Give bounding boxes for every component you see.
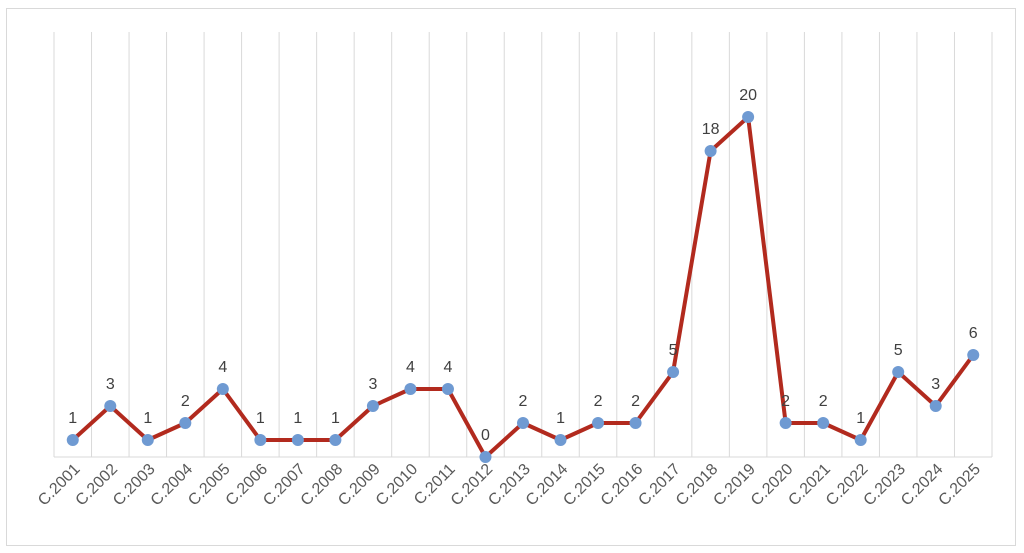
data-label: 3 [931,376,940,393]
data-point [592,417,605,429]
data-point [104,400,117,412]
data-point [479,451,492,463]
x-tick-label: C.2025 [936,461,985,510]
data-point [854,434,867,446]
data-point [629,417,642,429]
data-point [554,434,567,446]
data-label: 3 [106,376,115,393]
data-label: 5 [894,342,903,359]
data-point [517,417,529,429]
data-point [929,400,942,412]
data-label: 1 [556,410,565,427]
data-point [404,383,417,395]
data-label: 1 [856,410,865,427]
data-label: 2 [819,393,828,410]
chart-frame [6,8,1016,546]
data-point [216,383,229,395]
data-label: 1 [293,410,302,427]
x-tick-labels: C.2001C.2002C.2003C.2004C.2005C.2006C.20… [35,461,984,510]
data-label: 0 [481,427,490,444]
data-point [291,434,304,446]
data-label: 2 [181,393,190,410]
data-point [742,111,755,123]
data-label: 1 [143,410,152,427]
data-point [179,417,192,429]
data-label: 20 [739,87,757,104]
data-point [817,417,830,429]
data-point [141,434,154,446]
data-point [441,383,454,395]
data-label: 1 [256,410,265,427]
data-label: 4 [444,359,453,376]
data-point [892,366,905,378]
data-label: 2 [594,393,603,410]
data-label: 4 [406,359,415,376]
data-label: 3 [368,376,377,393]
data-label: 5 [669,342,678,359]
series-markers [66,111,980,463]
data-point [254,434,267,446]
data-label: 6 [969,325,978,342]
x-tick-label: C.2010 [373,461,422,510]
data-label: 2 [781,393,790,410]
data-label: 1 [68,410,77,427]
data-point [66,434,79,446]
data-label: 2 [519,393,528,410]
data-label: 1 [331,410,340,427]
vertical-gridlines [53,32,993,457]
data-point [704,145,717,157]
data-label: 2 [631,393,640,410]
data-label: 4 [218,359,227,376]
data-point [667,366,680,378]
data-point [366,400,379,412]
data-point [329,434,342,446]
data-point [779,417,792,429]
data-point [967,349,980,361]
data-label: 18 [702,121,720,138]
